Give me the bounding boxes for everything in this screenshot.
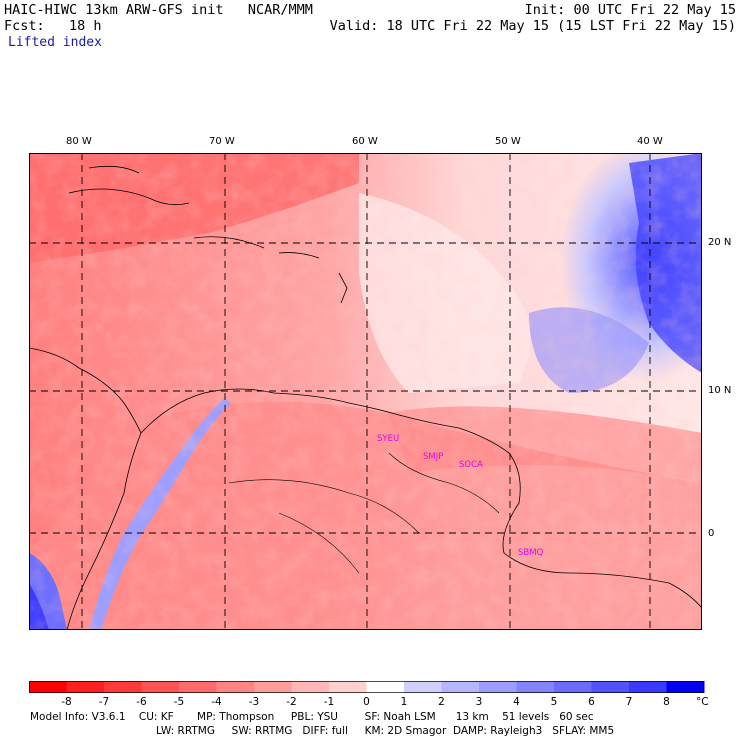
lon-label-60w: 60 W — [352, 136, 378, 147]
colorbar-cell — [179, 681, 217, 693]
colorbar-cell — [141, 681, 180, 693]
colorbar-cell — [104, 681, 142, 693]
colorbar-tick-label: 0 — [363, 696, 370, 708]
colorbar-tick-label: 3 — [476, 696, 483, 708]
colorbar-cell — [66, 681, 105, 693]
lat-label-10n: 10 N — [708, 385, 732, 396]
lon-label-40w: 40 W — [637, 136, 663, 147]
colorbar-cell — [479, 681, 517, 693]
colorbar-cell — [329, 681, 367, 693]
colorbar-cell — [29, 681, 67, 693]
colorbar-cell — [441, 681, 480, 693]
forecast-hour: Fcst: 18 h — [4, 18, 102, 34]
colorbar-tick-label: -2 — [286, 696, 296, 708]
colorbar-tick-label: -5 — [174, 696, 184, 708]
model-info-line1: Model Info: V3.6.1 CU: KF MP: Thompson P… — [30, 711, 594, 723]
colorbar-tick-label: 2 — [438, 696, 445, 708]
lon-label-80w: 80 W — [66, 136, 92, 147]
station-smjp: SMJP — [423, 452, 443, 462]
colorbar-cell — [404, 681, 442, 693]
colorbar-cell — [254, 681, 292, 693]
lon-label-50w: 50 W — [495, 136, 521, 147]
lifted-index-map: SYEU SMJP SOCA SBMQ — [29, 153, 702, 630]
model-info-line2: LW: RRTMG SW: RRTMG DIFF: full KM: 2D Sm… — [156, 725, 615, 737]
colorbar-cell — [291, 681, 330, 693]
station-sbmq: SBMQ — [518, 548, 544, 558]
colorbar: -8 -7 -6 -5 -4 -3 -2 -1 0 1 2 3 4 5 6 7 8 °C — [29, 681, 709, 708]
colorbar-tick-label: -3 — [249, 696, 259, 708]
header-title: HAIC-HIWC 13km ARW-GFS init NCAR/MMM — [4, 2, 313, 18]
coastlines — [29, 165, 702, 630]
colorbar-cell — [366, 681, 405, 693]
colorbar-tick-label: 8 — [663, 696, 670, 708]
init-time: Init: 00 UTC Fri 22 May 15 — [524, 2, 736, 18]
station-syeu: SYEU — [377, 434, 399, 444]
colorbar-tick-label: -8 — [61, 696, 71, 708]
field-name: Lifted index — [8, 35, 102, 50]
colorbar-tick-label: 6 — [588, 696, 595, 708]
colorbar-tick-label: -1 — [324, 696, 334, 708]
lon-label-70w: 70 W — [209, 136, 235, 147]
colorbar-tick-label: 7 — [626, 696, 633, 708]
colorbar-tick-label: -4 — [211, 696, 222, 708]
colorbar-cell — [591, 681, 630, 693]
lat-label-0: 0 — [708, 528, 715, 539]
colorbar-cell — [516, 681, 555, 693]
colorbar-cell — [216, 681, 255, 693]
graticule — [29, 153, 702, 630]
station-soca: SOCA — [459, 460, 483, 470]
colorbar-cell — [554, 681, 592, 693]
colorbar-tick-label: -7 — [99, 696, 109, 708]
colorbar-cell — [629, 681, 667, 693]
colorbar-tick-label: 1 — [401, 696, 408, 708]
colorbar-tick-label: 5 — [551, 696, 558, 708]
colorbar-tick-label: -6 — [136, 696, 147, 708]
colorbar-tick-label: 4 — [513, 696, 520, 708]
lat-label-20n: 20 N — [708, 237, 732, 248]
valid-time: Valid: 18 UTC Fri 22 May 15 (15 LST Fri … — [329, 18, 736, 34]
colorbar-cell — [666, 681, 705, 693]
colorbar-unit: °C — [696, 696, 709, 708]
